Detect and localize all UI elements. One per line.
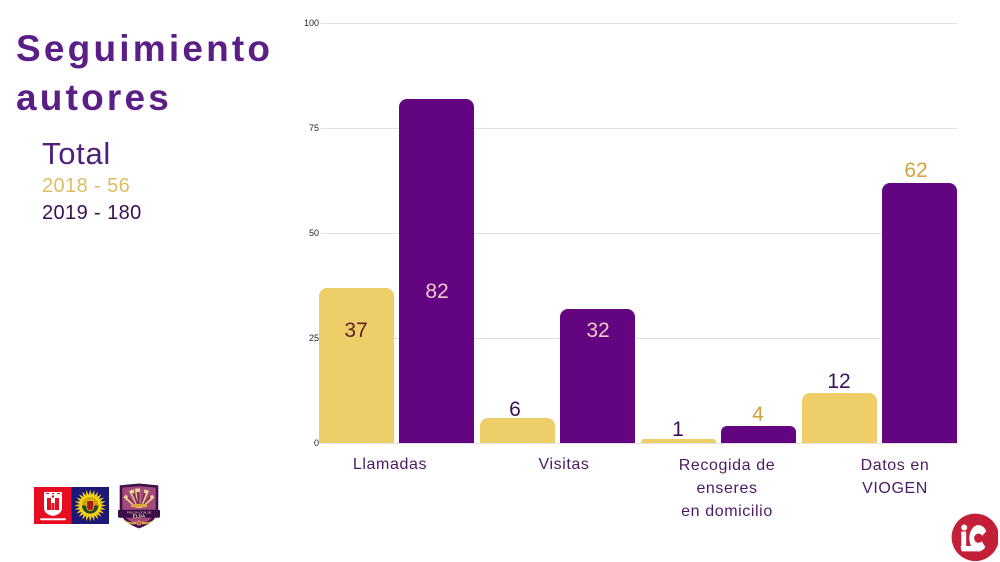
svg-text:POLICIA LOCAL DE: POLICIA LOCAL DE: [127, 510, 151, 514]
svg-text:ELDA: ELDA: [133, 513, 146, 518]
